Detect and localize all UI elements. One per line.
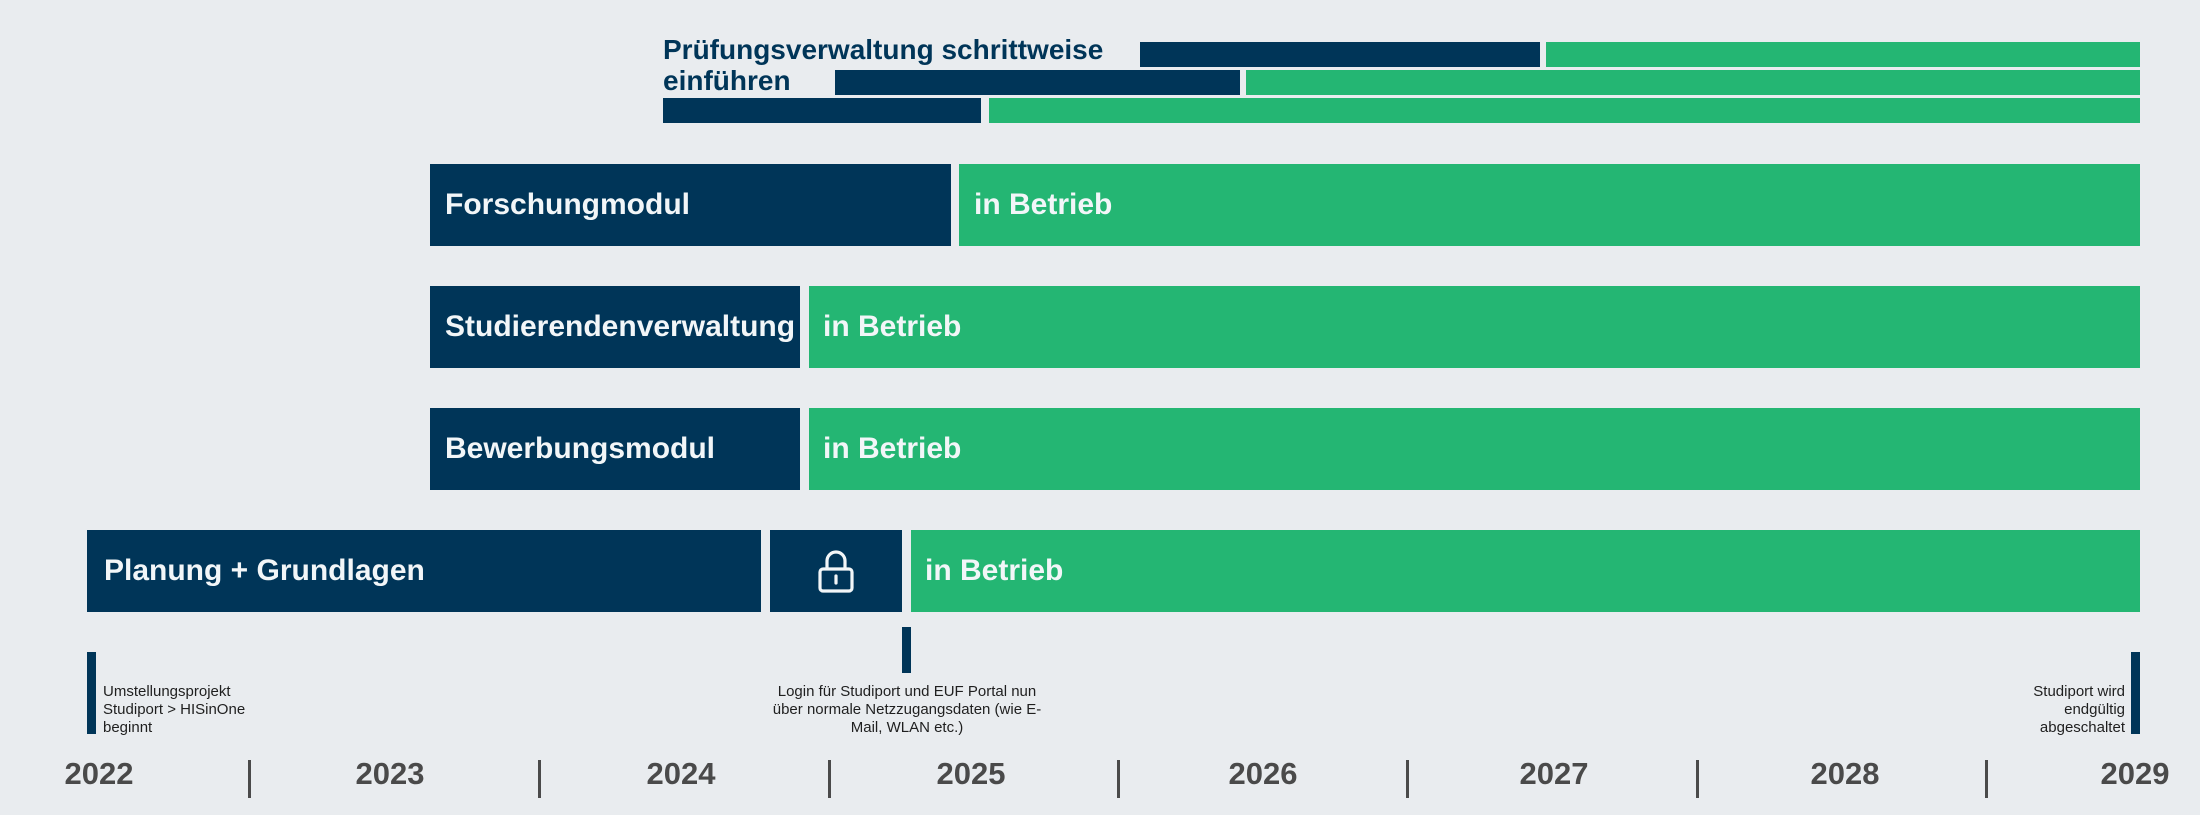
lock-icon bbox=[818, 550, 854, 593]
year-separator bbox=[538, 760, 541, 798]
studierende-module-label: Studierendenverwaltung bbox=[445, 310, 796, 343]
pruefung-phase-1-operation bbox=[1546, 42, 2140, 67]
year-label-2025: 2025 bbox=[936, 756, 1006, 791]
milestone-end-text: Studiport wird endgültig abgeschaltet bbox=[2033, 683, 2125, 736]
year-separator bbox=[1696, 760, 1699, 798]
planung-planning-bar: Planung + Grundlagen bbox=[87, 530, 761, 612]
year-label-2027: 2027 bbox=[1519, 756, 1589, 791]
forschung-module-label: Forschungmodul bbox=[445, 188, 690, 221]
pruefung-phase-3-planning bbox=[663, 98, 981, 123]
bewerbung-module-label: Bewerbungsmodul bbox=[445, 432, 716, 465]
milestone-start-text: Umstellungsprojekt Studiport > HISinOne … bbox=[103, 683, 246, 736]
bewerbung-planning-bar: Bewerbungsmodul bbox=[430, 408, 800, 490]
milestone-login-marker bbox=[902, 627, 911, 673]
bewerbung-operation-bar: in Betrieb bbox=[809, 408, 2140, 490]
year-separator bbox=[828, 760, 831, 798]
year-label-2023: 2023 bbox=[355, 756, 425, 791]
forschung-planning-bar: Forschungmodul bbox=[430, 164, 951, 246]
year-separator bbox=[1985, 760, 1988, 798]
year-label-2022: 2022 bbox=[64, 756, 134, 791]
pruefung-phase-2-operation bbox=[1246, 70, 2140, 95]
studierende-status-label: in Betrieb bbox=[823, 310, 962, 343]
studierende-operation-bar: in Betrieb bbox=[809, 286, 2140, 368]
year-separator bbox=[248, 760, 251, 798]
planung-status-label: in Betrieb bbox=[925, 554, 1064, 587]
studierende-planning-bar: Studierendenverwaltung bbox=[430, 286, 800, 368]
planung-operation-bar: in Betrieb bbox=[911, 530, 2140, 612]
milestone-start-marker bbox=[87, 652, 96, 734]
pruefung-phase-2-planning bbox=[835, 70, 1240, 95]
milestone-end-marker bbox=[2131, 652, 2140, 734]
pruefung-phase-3-operation bbox=[989, 98, 2140, 123]
year-label-2024: 2024 bbox=[646, 756, 716, 791]
bewerbung-status-label: in Betrieb bbox=[823, 432, 962, 465]
milestone-login-text: Login für Studiport und EUF Portal nun ü… bbox=[772, 683, 1042, 736]
year-label-2026: 2026 bbox=[1228, 756, 1298, 791]
year-separator bbox=[1117, 760, 1120, 798]
year-separator bbox=[1406, 760, 1409, 798]
pruefungsverwaltung-title: Prüfungsverwaltung schrittweise einführe… bbox=[663, 34, 1104, 96]
forschung-status-label: in Betrieb bbox=[974, 188, 1113, 221]
planung-module-label: Planung + Grundlagen bbox=[104, 554, 425, 587]
forschung-operation-bar: in Betrieb bbox=[959, 164, 2140, 246]
pruefung-phase-1-planning bbox=[1140, 42, 1540, 67]
year-label-2029: 2029 bbox=[2100, 756, 2170, 791]
year-label-2028: 2028 bbox=[1810, 756, 1880, 791]
planung-lock-bar bbox=[770, 530, 902, 612]
